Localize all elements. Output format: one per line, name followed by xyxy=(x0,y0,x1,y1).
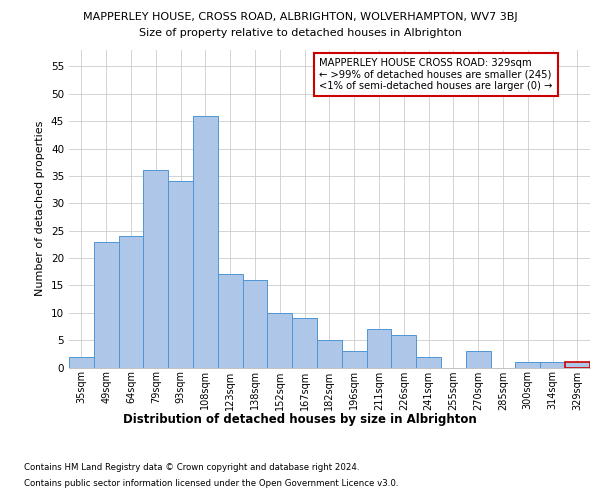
Text: Contains HM Land Registry data © Crown copyright and database right 2024.: Contains HM Land Registry data © Crown c… xyxy=(24,462,359,471)
Bar xyxy=(515,362,540,368)
Bar xyxy=(119,236,143,368)
Bar xyxy=(69,356,94,368)
Bar xyxy=(391,334,416,368)
Bar xyxy=(94,242,119,368)
Bar xyxy=(466,351,491,368)
Bar xyxy=(143,170,168,368)
Bar xyxy=(242,280,268,368)
Bar xyxy=(565,362,590,368)
Bar xyxy=(342,351,367,368)
Text: Contains public sector information licensed under the Open Government Licence v3: Contains public sector information licen… xyxy=(24,479,398,488)
Bar xyxy=(193,116,218,368)
Bar xyxy=(367,329,391,368)
Text: MAPPERLEY HOUSE CROSS ROAD: 329sqm
← >99% of detached houses are smaller (245)
<: MAPPERLEY HOUSE CROSS ROAD: 329sqm ← >99… xyxy=(319,58,553,92)
Bar xyxy=(317,340,342,367)
Text: Size of property relative to detached houses in Albrighton: Size of property relative to detached ho… xyxy=(139,28,461,38)
Text: Distribution of detached houses by size in Albrighton: Distribution of detached houses by size … xyxy=(123,412,477,426)
Y-axis label: Number of detached properties: Number of detached properties xyxy=(35,121,46,296)
Text: MAPPERLEY HOUSE, CROSS ROAD, ALBRIGHTON, WOLVERHAMPTON, WV7 3BJ: MAPPERLEY HOUSE, CROSS ROAD, ALBRIGHTON,… xyxy=(83,12,517,22)
Bar xyxy=(540,362,565,368)
Bar xyxy=(292,318,317,368)
Bar xyxy=(268,313,292,368)
Bar xyxy=(168,182,193,368)
Bar xyxy=(416,356,441,368)
Bar xyxy=(218,274,242,368)
